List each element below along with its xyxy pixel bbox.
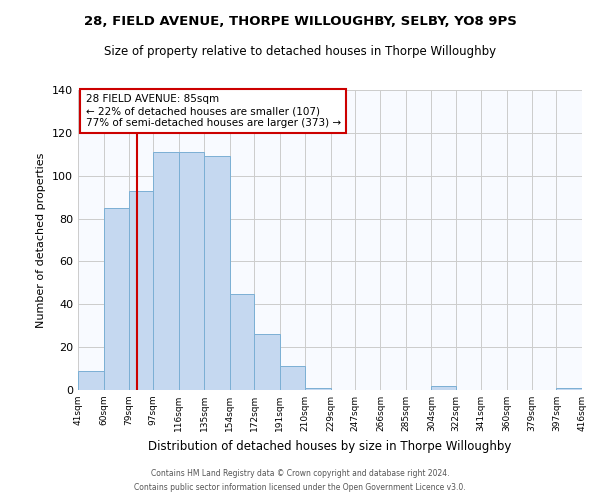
X-axis label: Distribution of detached houses by size in Thorpe Willoughby: Distribution of detached houses by size …	[148, 440, 512, 452]
Bar	[205, 156, 230, 390]
Bar	[305, 388, 331, 390]
Text: 28, FIELD AVENUE, THORPE WILLOUGHBY, SELBY, YO8 9PS: 28, FIELD AVENUE, THORPE WILLOUGHBY, SEL…	[83, 15, 517, 28]
Bar	[153, 152, 179, 390]
Bar	[129, 190, 153, 390]
Bar	[556, 388, 582, 390]
Bar	[104, 208, 129, 390]
Bar	[179, 152, 205, 390]
Text: Contains HM Land Registry data © Crown copyright and database right 2024.: Contains HM Land Registry data © Crown c…	[151, 468, 449, 477]
Y-axis label: Number of detached properties: Number of detached properties	[37, 152, 46, 328]
Bar	[230, 294, 254, 390]
Text: 28 FIELD AVENUE: 85sqm
← 22% of detached houses are smaller (107)
77% of semi-de: 28 FIELD AVENUE: 85sqm ← 22% of detached…	[86, 94, 341, 128]
Bar	[431, 386, 455, 390]
Bar	[254, 334, 280, 390]
Bar	[280, 366, 305, 390]
Text: Size of property relative to detached houses in Thorpe Willoughby: Size of property relative to detached ho…	[104, 45, 496, 58]
Text: Contains public sector information licensed under the Open Government Licence v3: Contains public sector information licen…	[134, 484, 466, 492]
Bar	[78, 370, 104, 390]
